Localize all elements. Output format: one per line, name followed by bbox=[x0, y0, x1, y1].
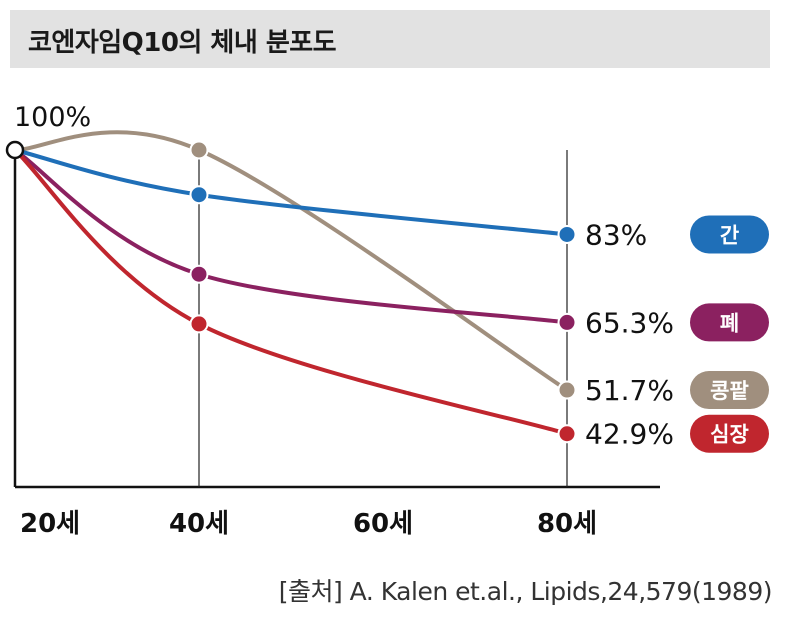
series-line-0 bbox=[13, 148, 569, 237]
end-value-label: 65.3% bbox=[585, 306, 674, 339]
title-bar: 코엔자임Q10의 체내 분포도 bbox=[10, 10, 770, 68]
data-point-0 bbox=[189, 185, 209, 205]
end-value-label: 83% bbox=[585, 218, 647, 251]
legend-label: 간 bbox=[720, 223, 739, 247]
end-value-label: 51.7% bbox=[585, 374, 674, 407]
data-point-3 bbox=[189, 314, 209, 334]
x-tick-label: 20세 bbox=[20, 509, 80, 539]
data-point-1 bbox=[557, 312, 577, 332]
legend-pill-0 bbox=[690, 215, 769, 254]
chart-title: 코엔자임Q10의 체내 분포도 bbox=[28, 28, 337, 58]
legend-label: 심장 bbox=[710, 423, 749, 447]
x-tick-label: 80세 bbox=[537, 509, 597, 539]
data-point-0 bbox=[557, 224, 577, 244]
series-line-1 bbox=[13, 148, 569, 325]
legend-pill-2 bbox=[690, 371, 769, 410]
legend-label: 폐 bbox=[720, 311, 739, 335]
legend-label: 콩팥 bbox=[710, 379, 749, 403]
source-citation: [출처] A. Kalen et.al., Lipids,24,579(1989… bbox=[278, 577, 773, 606]
data-point-2 bbox=[189, 140, 209, 160]
x-tick-label: 60세 bbox=[353, 509, 413, 539]
data-point-3 bbox=[557, 424, 577, 444]
series-line-2 bbox=[13, 130, 569, 393]
end-value-label: 42.9% bbox=[585, 418, 674, 451]
start-point bbox=[5, 140, 25, 160]
data-point-2 bbox=[557, 380, 577, 400]
start-value-label: 100% bbox=[14, 102, 91, 133]
legend-pill-1 bbox=[690, 303, 769, 342]
legend-pill-3 bbox=[690, 414, 769, 453]
data-point-1 bbox=[189, 264, 209, 284]
x-tick-label: 40세 bbox=[169, 509, 229, 539]
